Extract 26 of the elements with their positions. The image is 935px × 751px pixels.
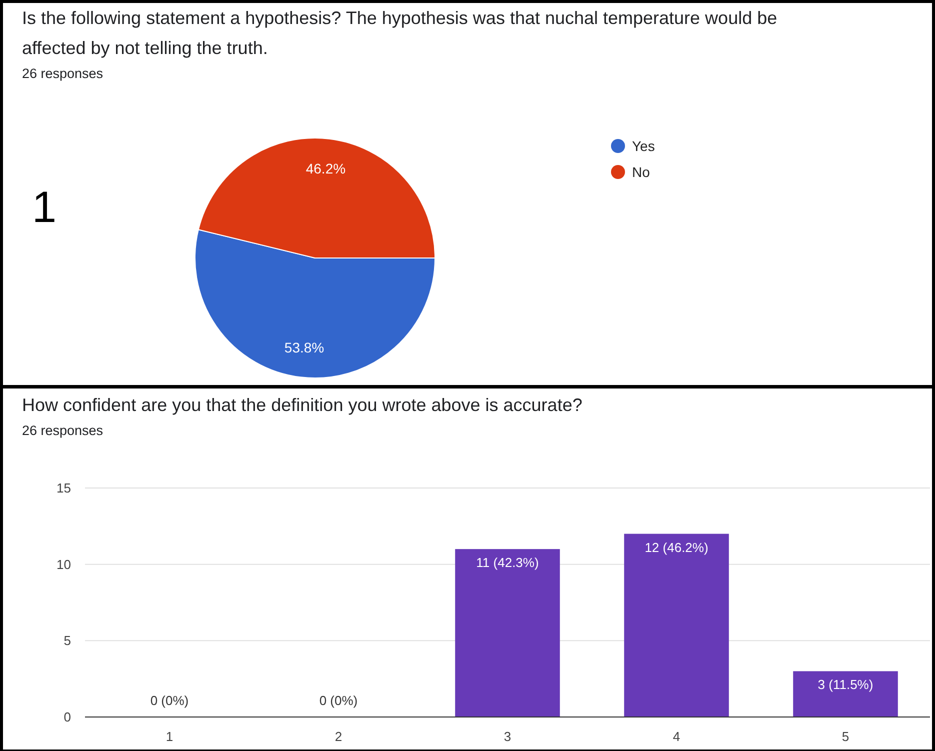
text: 26 responses (22, 66, 104, 81)
y-tick-label: 15 (56, 480, 71, 496)
x-tick-label: 1 (166, 729, 174, 744)
data-label: 12 (46.2%) (644, 540, 708, 555)
chart-title: Is the following statement a hypothesis? The hypothesis was that nuchal temperature would be affected by not telling the truth. (22, 8, 778, 58)
y-tick-label: 10 (56, 556, 71, 572)
data-label: 11 (42.3%) (476, 555, 539, 570)
legend-label: No (632, 164, 650, 180)
y-tick-label: 5 (64, 633, 71, 648)
bar (455, 549, 560, 717)
y-tick-label: 0 (64, 710, 71, 724)
x-tick-label: 2 (334, 729, 342, 744)
legend-label: Yes (632, 138, 655, 154)
data-label: 53.8% (284, 339, 324, 356)
x-tick-label: 3 (504, 729, 512, 744)
chart-title: How confident are you that the definition you wrote above is accurate? (22, 395, 582, 415)
bar (624, 534, 729, 717)
data-label: 46.2% (306, 160, 346, 177)
bar (793, 671, 898, 717)
data-label: 0 (0%) (319, 693, 358, 708)
chart-subtitle: 26 responses (22, 423, 104, 438)
data-label: 3 (11.5%) (818, 677, 874, 692)
x-tick-label: 5 (842, 729, 850, 744)
x-tick-label: 4 (672, 729, 680, 744)
data-label: 0 (0%) (150, 693, 189, 708)
text: 1 (32, 183, 56, 232)
